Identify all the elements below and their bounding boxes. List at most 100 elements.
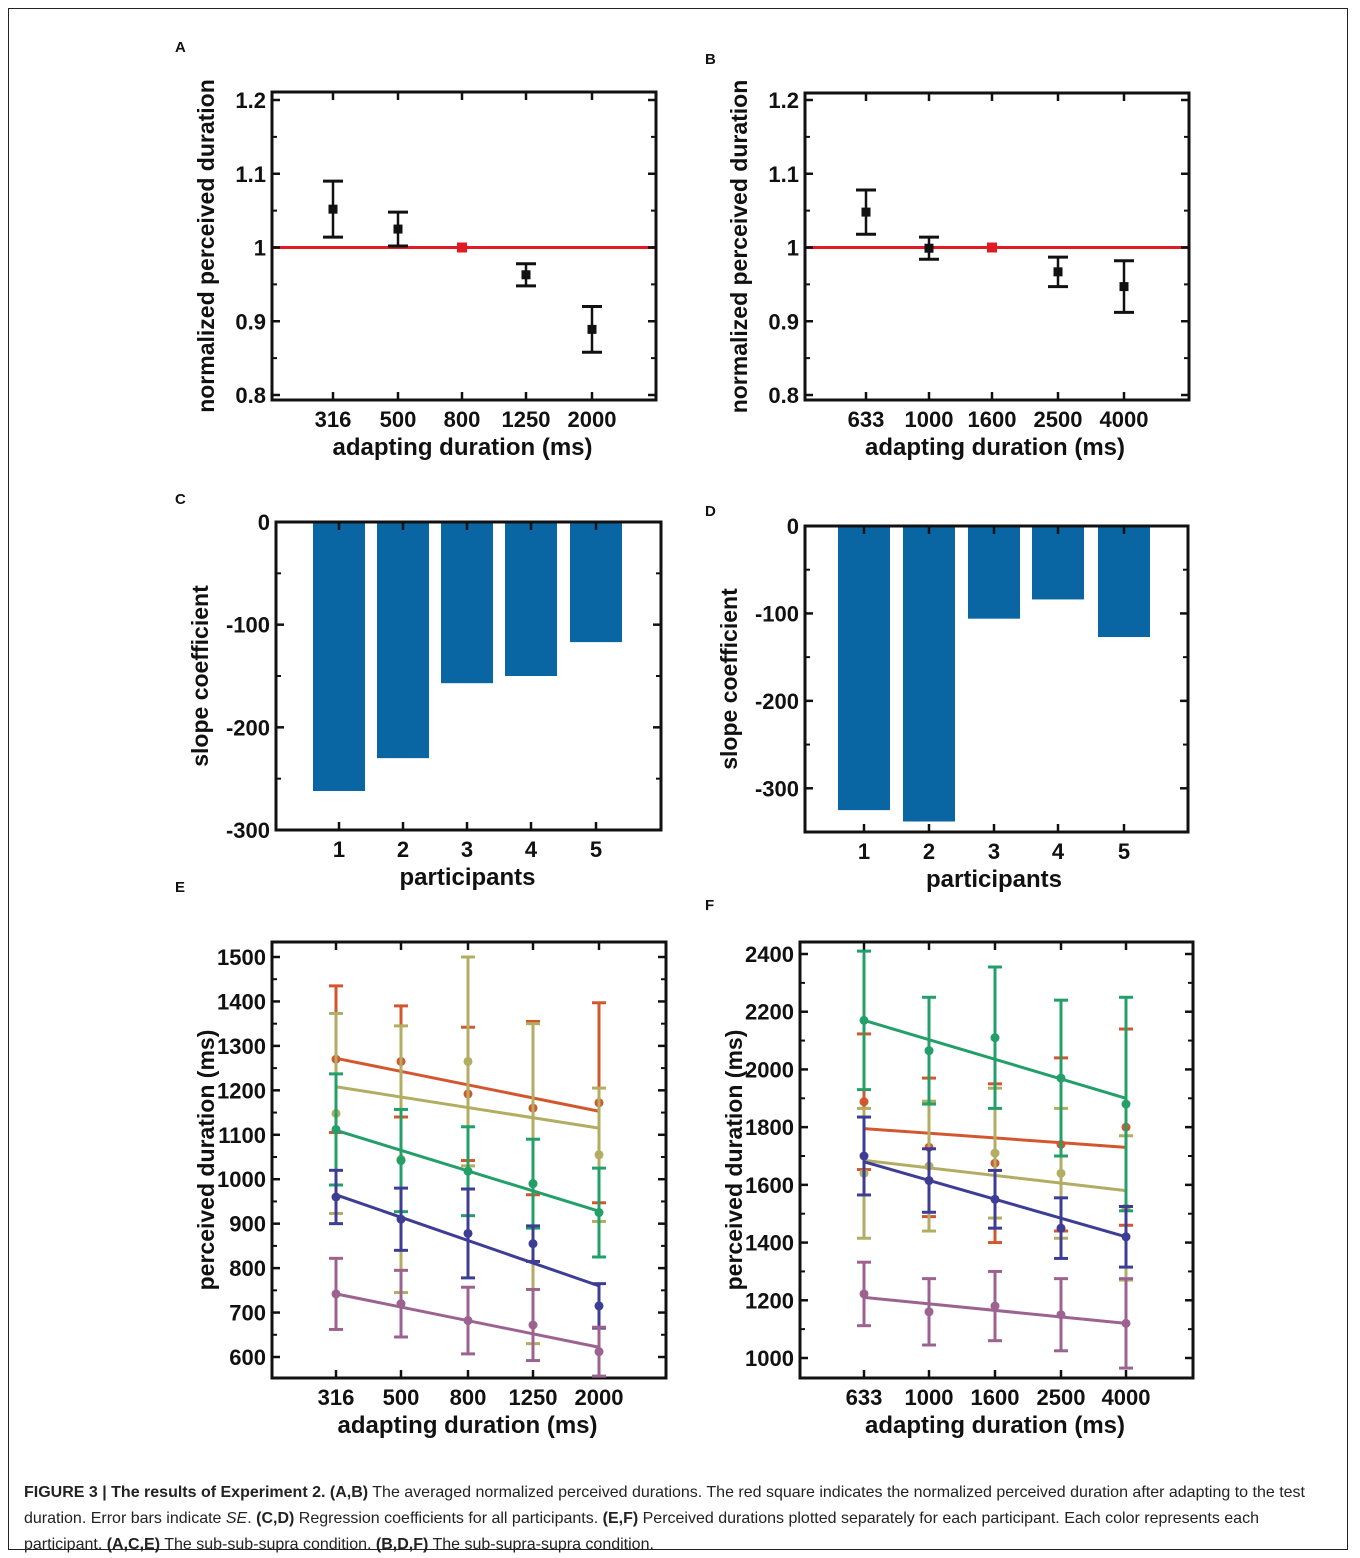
data-point-f-p5 <box>990 1301 1000 1311</box>
ylabel-d: slope coefficient <box>716 588 742 770</box>
ylabel-b: normalized perceived duration <box>726 80 752 414</box>
data-point-f-p5 <box>859 1289 869 1299</box>
data-point-e-p4 <box>528 1239 538 1249</box>
ytick-label-e: 1400 <box>217 989 266 1014</box>
ytick-label-e: 1200 <box>217 1078 266 1103</box>
figure-caption: FIGURE 3 | The results of Experiment 2. … <box>24 1480 1334 1558</box>
ytick-label-d: -200 <box>755 689 799 714</box>
caption-text-ace: The sub-sub-supra condition. <box>160 1536 376 1553</box>
ytick-label-e: 1300 <box>217 1034 266 1059</box>
xlabel-b: adapting duration (ms) <box>865 434 1125 461</box>
xtick-label-b: 4000 <box>1100 407 1149 432</box>
xlabel-c: participants <box>399 864 535 891</box>
ytick-label-c: -200 <box>226 715 270 740</box>
panel-label-a: A <box>175 39 186 56</box>
xtick-label-d: 3 <box>988 839 1000 864</box>
caption-text-ab-end: . <box>247 1510 257 1527</box>
panel-label-d: D <box>705 503 716 520</box>
ytick-label-e: 900 <box>229 1212 266 1237</box>
reference-marker-a <box>457 242 467 253</box>
data-point-e-p5 <box>463 1316 473 1326</box>
ylabel-a: normalized perceived duration <box>193 79 219 413</box>
data-point-a-2 <box>393 224 403 234</box>
ytick-label-d: 0 <box>787 514 799 539</box>
data-point-a-1 <box>328 204 338 214</box>
caption-text-ef: Perceived durations plotted separately f… <box>24 1510 1259 1553</box>
ytick-label-f: 1800 <box>745 1115 794 1140</box>
ytick-label-f: 2400 <box>745 942 794 967</box>
data-point-e-p3 <box>331 1124 341 1134</box>
data-point-f-p3 <box>859 1015 869 1025</box>
data-point-f-p5 <box>924 1307 934 1317</box>
xtick-label-f: 4000 <box>1102 1385 1151 1410</box>
ytick-label-d: -100 <box>755 601 799 626</box>
xtick-label-f: 633 <box>846 1385 883 1410</box>
ytick-label-f: 1600 <box>745 1173 794 1198</box>
caption-text-bdf: The sub-supra-supra condition. <box>428 1536 654 1553</box>
figure-frame <box>8 8 1348 1550</box>
xtick-label-b: 1000 <box>905 407 954 432</box>
caption-se: SE <box>225 1510 248 1527</box>
data-point-e-p5 <box>594 1347 604 1357</box>
data-point-f-p3 <box>924 1046 934 1056</box>
ytick-label-c: -100 <box>226 613 270 638</box>
data-point-b-4 <box>1053 267 1063 277</box>
ytick-label-f: 1200 <box>745 1288 794 1313</box>
fit-line-f-p3 <box>863 1018 1127 1100</box>
data-point-e-p5 <box>396 1299 406 1309</box>
xtick-label-d: 2 <box>923 839 935 864</box>
xlabel-f: adapting duration (ms) <box>865 1412 1125 1439</box>
ytick-label-b: 0.8 <box>768 383 799 408</box>
ytick-label-b: 1.1 <box>768 162 799 187</box>
ytick-label-a: 0.9 <box>235 309 266 334</box>
data-point-f-p3 <box>1056 1073 1066 1083</box>
ytick-label-b: 1 <box>787 236 799 261</box>
xtick-label-f: 1600 <box>971 1385 1020 1410</box>
panel-label-b: B <box>705 51 716 68</box>
xtick-label-a: 316 <box>315 407 352 432</box>
xtick-label-f: 2500 <box>1037 1385 1086 1410</box>
bar-c-5 <box>570 522 622 643</box>
caption-ref-ab: (A,B) <box>329 1484 369 1501</box>
caption-ref-bdf: (B,D,F) <box>375 1536 429 1553</box>
xtick-label-d: 4 <box>1052 839 1065 864</box>
data-point-e-p5 <box>528 1320 538 1330</box>
data-point-b-5 <box>1119 282 1129 292</box>
data-point-e-p4 <box>396 1214 406 1224</box>
xtick-label-c: 1 <box>333 837 345 862</box>
ytick-label-a: 1 <box>254 236 266 261</box>
data-point-f-p3 <box>990 1033 1000 1043</box>
ytick-label-a: 1.1 <box>235 162 266 187</box>
ytick-label-e: 800 <box>229 1256 266 1281</box>
xtick-label-a: 500 <box>380 407 417 432</box>
xlabel-a: adapting duration (ms) <box>333 434 593 461</box>
data-point-f-p5 <box>1056 1310 1066 1320</box>
ytick-label-d: -300 <box>755 776 799 801</box>
data-point-e-p4 <box>331 1192 341 1202</box>
data-point-a-4 <box>521 270 531 280</box>
data-point-f-p2 <box>1056 1168 1066 1178</box>
xlabel-e: adapting duration (ms) <box>338 1412 598 1439</box>
xtick-label-c: 3 <box>461 837 473 862</box>
ytick-label-b: 1.2 <box>768 88 799 113</box>
fit-line-e-p2 <box>335 1085 600 1130</box>
ylabel-c: slope coefficient <box>187 585 213 767</box>
xtick-label-a: 2000 <box>568 407 617 432</box>
data-point-f-p3 <box>1121 1099 1131 1109</box>
data-point-e-p2 <box>463 1056 473 1066</box>
ytick-label-f: 2200 <box>745 1000 794 1025</box>
xtick-label-e: 2000 <box>575 1385 624 1410</box>
ytick-label-c: -300 <box>226 818 270 843</box>
data-point-f-p4 <box>1056 1223 1066 1233</box>
panel-label-c: C <box>175 491 186 508</box>
xtick-label-e: 800 <box>450 1385 487 1410</box>
data-point-e-p4 <box>463 1228 473 1238</box>
data-point-f-p2 <box>990 1148 1000 1158</box>
data-point-e-p3 <box>463 1166 473 1176</box>
data-point-e-p2 <box>594 1150 604 1160</box>
data-point-f-p5 <box>1121 1318 1131 1328</box>
xtick-label-b: 633 <box>848 407 885 432</box>
ytick-label-a: 1.2 <box>235 88 266 113</box>
data-point-b-2 <box>924 243 934 253</box>
